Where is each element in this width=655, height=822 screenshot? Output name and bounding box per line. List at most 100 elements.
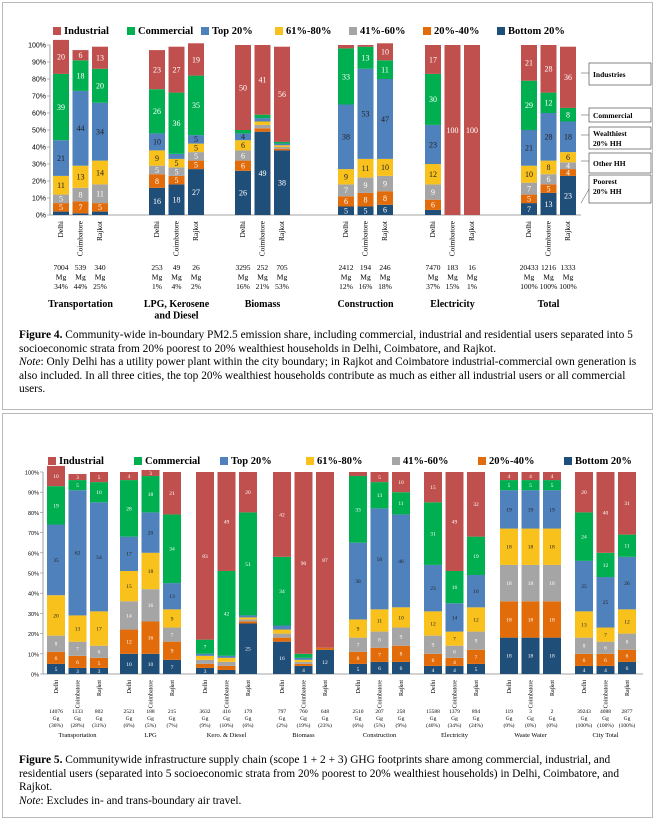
bar-segment	[274, 141, 290, 144]
data-label: 36	[564, 73, 572, 82]
bar-segment	[68, 480, 87, 491]
data-label: 11	[362, 164, 370, 173]
total-label: (6%)	[124, 722, 135, 729]
data-label: 6	[241, 141, 245, 150]
bar-segment	[163, 472, 181, 515]
bar-segment	[72, 50, 89, 61]
total-label: 53%	[275, 282, 289, 291]
total-label: 215	[168, 709, 177, 715]
data-label: 7	[357, 643, 360, 649]
city-label: Rajkot	[323, 680, 329, 696]
data-label: 6	[241, 162, 245, 171]
bar-segment	[543, 637, 561, 674]
bar-segment	[217, 669, 236, 674]
data-label: 14	[452, 615, 458, 621]
bar-segment	[560, 46, 576, 108]
bar-segment	[273, 625, 291, 630]
total-label: 207	[375, 709, 384, 715]
city-label: Delhi	[524, 221, 533, 238]
data-label: 10	[381, 163, 389, 172]
data-label: 6	[626, 666, 629, 672]
bar-segment	[72, 90, 89, 166]
total-label: Gg	[74, 716, 81, 722]
data-label: 7	[378, 653, 381, 659]
bar-segment	[560, 175, 576, 215]
total-label: Gg	[300, 716, 307, 722]
bar-segment	[521, 480, 540, 491]
side-label-box	[588, 126, 652, 150]
y-tick-label: 90%	[28, 491, 39, 497]
total-label: Mg	[277, 273, 288, 282]
y-tick-label: 100%	[25, 471, 39, 477]
data-label: 15	[430, 485, 436, 491]
total-label: Gg	[126, 716, 133, 722]
bar-segment	[217, 472, 236, 571]
data-label: 5	[364, 207, 368, 216]
data-label: 6	[400, 666, 403, 672]
group-label: Kero. & Diesel	[207, 732, 247, 739]
data-label: 19	[53, 503, 59, 509]
bar-segment	[543, 472, 561, 481]
bar-segment	[575, 611, 593, 638]
total-label: 1%	[152, 282, 162, 291]
data-label: 5	[155, 166, 159, 175]
bar-segment	[196, 472, 214, 640]
total-label: 4%	[172, 282, 182, 291]
data-label: 10	[398, 480, 404, 486]
total-label: 194	[360, 263, 372, 272]
bar-segment	[338, 206, 354, 215]
bar-segment	[120, 472, 138, 481]
total-label: (100%)	[619, 722, 636, 729]
total-label: (5%)	[374, 722, 385, 729]
bar-segment	[72, 201, 89, 214]
bar-segment	[575, 472, 593, 513]
data-label: 3	[76, 475, 79, 481]
figure-5-note-label: Note	[19, 794, 41, 807]
bar-segment	[239, 621, 257, 624]
total-label: Gg	[581, 716, 588, 722]
total-label: (2%)	[277, 722, 288, 729]
side-label: 20% HH	[593, 139, 622, 148]
data-label: 9	[171, 649, 174, 655]
y-tick-label: 100%	[28, 43, 46, 50]
data-label: 7	[171, 633, 174, 639]
data-label: 7	[204, 645, 207, 651]
total-label: Mg	[341, 273, 352, 282]
data-label: 14	[96, 168, 104, 177]
bar-segment	[316, 647, 334, 650]
figure-4-note-label: Note	[19, 356, 41, 369]
data-label: 5	[194, 152, 198, 161]
city-label: Coimbatore	[76, 680, 82, 709]
data-label: 7	[604, 633, 607, 639]
bar-segment	[540, 92, 557, 113]
data-label: 5	[508, 483, 511, 489]
bar-segment	[575, 560, 593, 612]
data-label: 5	[175, 159, 179, 168]
bar-segment	[235, 45, 251, 130]
total-label: 34%	[54, 282, 68, 291]
data-label: 87	[322, 558, 328, 564]
bar-segment	[294, 661, 313, 664]
bar-segment	[445, 603, 464, 632]
data-label: 13	[581, 622, 587, 628]
data-label: 26	[624, 581, 630, 587]
total-label: Gg	[602, 716, 609, 722]
data-label: 90	[301, 561, 307, 567]
data-label: 6	[431, 201, 435, 210]
data-label: 18	[549, 617, 555, 623]
total-label: Mg	[543, 273, 554, 282]
bar-segment	[217, 665, 236, 670]
city-label: Rajkot	[97, 680, 103, 696]
figure-4-panel: Industrial Commercial Top 20% 61%-80% 41%-60…	[2, 2, 653, 410]
bar-segment	[467, 472, 485, 537]
bar-segment	[53, 39, 69, 74]
total-label: Mg	[447, 273, 458, 282]
figure-4-chart: Industrial Commercial Top 20% 61%-80% 41%-60…	[28, 26, 652, 322]
bar-segment	[90, 472, 108, 483]
total-label: 3295	[236, 263, 251, 272]
y-tick-label: 60%	[28, 551, 39, 557]
bar-segment	[53, 73, 69, 141]
bar-segment	[274, 46, 290, 142]
data-label: 8	[547, 163, 551, 172]
bar-segment	[141, 476, 160, 513]
